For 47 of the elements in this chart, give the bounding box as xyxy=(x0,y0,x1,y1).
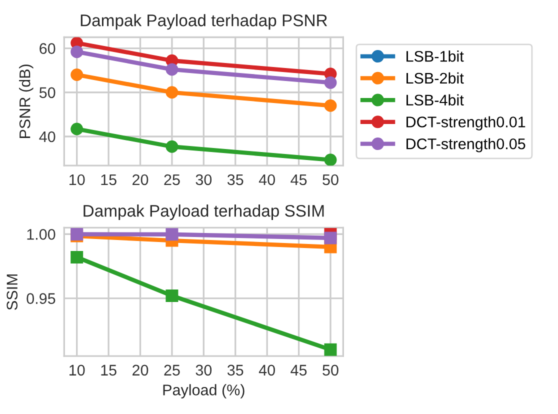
y-axis-title: PSNR (dB) xyxy=(19,64,34,138)
y-tick-label: 40 xyxy=(39,131,56,142)
x-tick-label: 45 xyxy=(290,174,307,186)
point xyxy=(324,154,337,166)
legend-label: LSB-2bit xyxy=(406,72,464,84)
chart-title: Dampak Payload terhadap PSNR xyxy=(80,14,328,30)
point xyxy=(324,343,337,356)
point xyxy=(166,63,178,76)
legend-label: LSB-4bit xyxy=(406,94,464,106)
x-tick-label: 10 xyxy=(70,174,85,186)
x-tick-label: 45 xyxy=(290,364,307,376)
point xyxy=(166,289,178,302)
x-tick-label: 15 xyxy=(101,174,116,186)
point xyxy=(166,86,178,99)
x-tick-label: 20 xyxy=(132,364,148,376)
x-tick-label: 35 xyxy=(227,364,244,376)
point xyxy=(324,99,337,112)
point xyxy=(70,250,84,264)
point xyxy=(324,232,337,244)
x-tick-label: 40 xyxy=(258,364,275,376)
x-tick-label: 50 xyxy=(322,364,338,376)
point xyxy=(70,122,84,136)
x-tick-label: 35 xyxy=(227,174,244,186)
x-tick-label: 25 xyxy=(164,364,180,376)
point xyxy=(70,46,84,58)
chart-title: Dampak Payload terhadap SSIM xyxy=(84,204,324,220)
y-tick-label: 60 xyxy=(40,43,56,54)
x-tick-label: 20 xyxy=(132,174,148,186)
x-tick-label: 15 xyxy=(101,364,116,376)
x-axis-title: Payload (%) xyxy=(163,384,244,398)
point xyxy=(324,76,337,89)
legend-label: DCT-strength0.01 xyxy=(406,116,526,130)
x-tick-label: 30 xyxy=(196,364,212,376)
point xyxy=(166,140,178,153)
legend-label: DCT-strength0.05 xyxy=(406,138,526,152)
legend-label: LSB-1bit xyxy=(406,50,464,62)
y-tick-label: 50 xyxy=(39,87,56,98)
point xyxy=(70,68,84,81)
x-tick-label: 50 xyxy=(322,174,338,186)
y-tick-label: 1.00 xyxy=(27,228,56,240)
point xyxy=(166,228,178,241)
y-tick-label: 0.95 xyxy=(26,293,56,304)
x-tick-label: 10 xyxy=(70,364,85,376)
y-axis-title: SSIM xyxy=(6,274,18,310)
x-tick-label: 25 xyxy=(164,174,180,186)
x-tick-label: 30 xyxy=(196,174,212,186)
x-tick-label: 40 xyxy=(258,174,275,186)
